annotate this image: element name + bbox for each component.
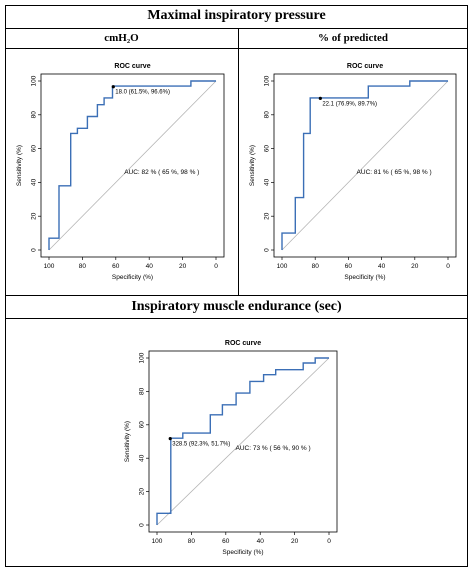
chart-title: ROC curve	[225, 340, 261, 347]
y-tick-label: 20	[139, 488, 146, 496]
x-axis-label: Specificity (%)	[344, 274, 385, 281]
roc-chart-endurance: ROC curve 100 80 60 40 20 0 0 20 40 60 80 100 Specifi…	[124, 340, 338, 556]
y-tick-label: 60	[139, 421, 146, 429]
threshold-label: 22.1 (76.9%, 89.7%)	[322, 101, 377, 107]
y-tick-label: 100	[264, 75, 271, 86]
y-tick-label: 20	[264, 212, 271, 220]
column-title-percent-predicted: % of predicted	[317, 32, 389, 44]
plot-box	[40, 73, 225, 258]
threshold-point	[318, 96, 322, 101]
divider	[5, 318, 468, 319]
y-tick-label: 40	[139, 454, 146, 462]
roc-chart-cmh2o: ROC curve 100 80 60 40 20 0 0 20 40 60 80 100 Specifi…	[16, 63, 225, 281]
divider	[5, 295, 468, 296]
column-divider	[238, 28, 239, 295]
roc-chart-percent-predicted: ROC curve 100 80 60 40 20 0 0 20 40 60 80 100 Specifi…	[249, 63, 457, 281]
x-tick-label: 20	[411, 263, 419, 270]
chart-title: ROC curve	[114, 63, 150, 70]
y-tick-label: 100	[139, 352, 146, 363]
y-tick-label: 60	[264, 145, 271, 153]
reference-diagonal	[48, 80, 217, 251]
x-tick-label: 60	[112, 263, 120, 270]
y-tick-label: 60	[31, 145, 38, 153]
x-tick-label: 80	[312, 263, 320, 270]
divider	[5, 28, 468, 29]
y-tick-label: 20	[31, 212, 38, 220]
x-tick-label: 80	[79, 263, 87, 270]
x-axis-label: Specificity (%)	[222, 549, 263, 556]
threshold-label: 18.0 (61.5%, 96.6%)	[115, 90, 170, 96]
y-axis-label: Sensitivity (%)	[249, 145, 256, 186]
y-tick-label: 0	[139, 523, 146, 527]
auc-label: AUC: 82 % ( 65 %, 98 % )	[124, 169, 199, 176]
y-tick-label: 0	[31, 248, 38, 252]
x-tick-label: 40	[257, 538, 265, 545]
x-tick-label: 60	[345, 263, 353, 270]
y-axis-label: Sensitivity (%)	[124, 421, 131, 462]
y-tick-label: 80	[31, 111, 38, 119]
y-axis-label: Sensitivity (%)	[16, 145, 23, 186]
roc-curve	[156, 357, 329, 525]
x-tick-label: 20	[179, 263, 187, 270]
y-tick-label: 100	[31, 75, 38, 86]
auc-label: AUC: 81 % ( 65 %, 98 % )	[357, 169, 432, 176]
reference-diagonal	[156, 357, 330, 526]
threshold-label: 328.5 (92.3%, 51.7%)	[172, 442, 230, 448]
x-tick-label: 0	[446, 263, 450, 270]
y-tick-label: 80	[139, 387, 146, 395]
column-title-cmh2o: cmH₂O	[104, 32, 139, 44]
threshold-point	[168, 437, 172, 441]
x-tick-label: 100	[277, 263, 288, 270]
plot-box	[148, 350, 338, 533]
figure-frame	[5, 5, 468, 567]
auc-label: AUC: 73 % ( 56 %, 90 % )	[236, 445, 311, 452]
x-tick-label: 40	[146, 263, 154, 270]
section-title-mip: Maximal inspiratory pressure	[147, 8, 326, 23]
y-tick-label: 40	[31, 178, 38, 186]
chart-title: ROC curve	[347, 63, 383, 70]
x-tick-label: 40	[378, 263, 386, 270]
divider	[5, 48, 468, 49]
reference-diagonal	[281, 80, 449, 251]
x-tick-label: 80	[188, 538, 196, 545]
x-tick-label: 100	[44, 263, 55, 270]
x-axis-label: Specificity (%)	[112, 274, 153, 281]
y-tick-label: 0	[264, 248, 271, 252]
x-tick-label: 0	[214, 263, 218, 270]
roc-curve	[281, 80, 448, 250]
y-tick-label: 40	[264, 178, 271, 186]
x-tick-label: 0	[327, 538, 331, 545]
plot-box	[273, 73, 457, 258]
threshold-point	[111, 85, 115, 89]
x-tick-label: 60	[222, 538, 230, 545]
x-tick-label: 100	[152, 538, 163, 545]
section-title-endurance: Inspiratory muscle endurance (sec)	[131, 299, 342, 314]
y-tick-label: 80	[264, 111, 271, 119]
x-tick-label: 20	[291, 538, 299, 545]
